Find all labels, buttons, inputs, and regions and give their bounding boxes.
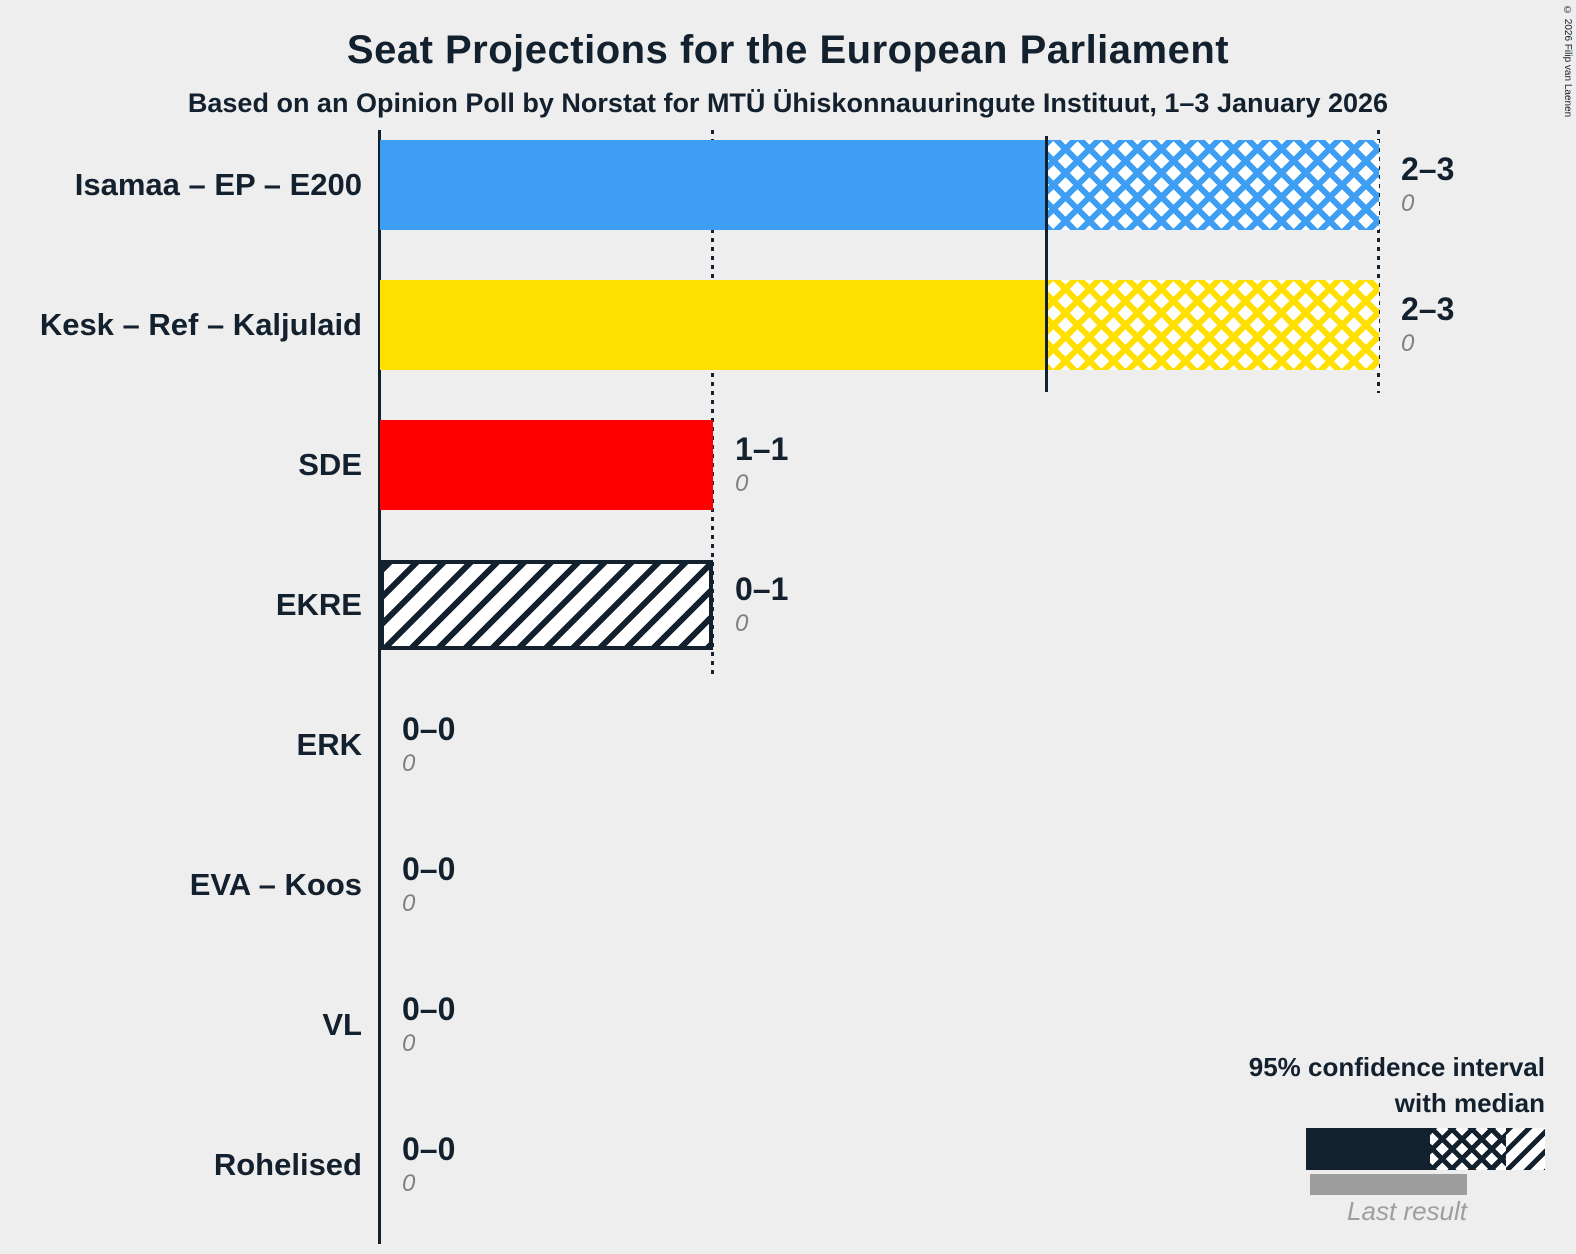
seat-range-group: 2–3 0: [1401, 280, 1454, 370]
seat-range-value: 0–0: [402, 710, 456, 747]
y-axis-line: [378, 130, 381, 1244]
seat-range-group: 2–3 0: [1401, 140, 1454, 230]
party-label: Isamaa – EP – E200: [74, 167, 362, 202]
seat-range-value: 0–0: [402, 990, 456, 1027]
gridline-1-seat: [711, 130, 714, 676]
seat-range-value: 1–1: [735, 430, 789, 467]
legend-solid-segment: [1306, 1128, 1430, 1170]
party-label: SDE: [298, 447, 362, 482]
ci-solid-segment: [380, 280, 1046, 370]
party-label: VL: [322, 1007, 362, 1042]
seat-range-group: 0–1 0: [735, 560, 788, 650]
confidence-interval-bar: [380, 560, 713, 650]
legend-last-result-bar: [1310, 1174, 1467, 1195]
seat-range-value: 0–0: [402, 850, 456, 887]
copyright-text: © 2026 Filip van Laenen: [1562, 5, 1573, 118]
chart-subtitle: Based on an Opinion Poll by Norstat for …: [187, 88, 1389, 118]
legend-title-line1: 95% confidence interval: [1248, 1052, 1545, 1082]
seat-range-group: 0–0 0: [402, 700, 455, 790]
seat-range-value: 2–3: [1401, 150, 1455, 187]
ci-diagonal-hatch-segment: [380, 560, 713, 650]
last-result-value: 0: [1401, 329, 1415, 357]
gridline-3-seats: [1377, 130, 1380, 393]
seat-range-value: 0–0: [402, 1130, 456, 1167]
seat-range-group: 0–0 0: [402, 980, 455, 1070]
seat-range-group: 1–1 0: [735, 420, 788, 510]
legend-title-line2: with median: [1394, 1087, 1545, 1118]
ci-solid-segment: [380, 420, 713, 510]
last-result-value: 0: [1401, 189, 1415, 217]
last-result-value: 0: [402, 749, 416, 777]
seat-range-value: 2–3: [1401, 290, 1455, 327]
party-label: EVA – Koos: [189, 867, 362, 902]
party-label: Rohelised: [213, 1147, 362, 1182]
ci-crosshatch-segment: [1046, 280, 1379, 370]
party-label: ERK: [296, 727, 362, 762]
seat-range-value: 0–1: [735, 570, 789, 607]
confidence-interval-bar: [380, 280, 1379, 370]
last-result-value: 0: [402, 1029, 416, 1057]
seat-range-group: 0–0 0: [402, 840, 455, 930]
ci-crosshatch-segment: [1046, 140, 1379, 230]
seat-range-group: 0–0 0: [402, 1120, 455, 1210]
legend-title: 95% confidence interval with median: [900, 1050, 1545, 1122]
confidence-interval-bar: [380, 140, 1379, 230]
legend-ci-sample-bar: [1306, 1128, 1545, 1170]
median-line-2-seats: [1045, 136, 1048, 392]
last-result-value: 0: [402, 1169, 416, 1197]
last-result-value: 0: [735, 469, 749, 497]
last-result-value: 0: [735, 609, 749, 637]
legend-diagonal-segment: [1506, 1128, 1545, 1170]
ci-solid-segment: [380, 140, 1046, 230]
legend-last-result-label: Last result: [1347, 1196, 1467, 1226]
party-label: EKRE: [275, 587, 362, 622]
party-label: Kesk – Ref – Kaljulaid: [39, 307, 362, 342]
chart-title: Seat Projections for the European Parlia…: [346, 28, 1230, 72]
last-result-value: 0: [402, 889, 416, 917]
legend-crosshatch-segment: [1430, 1128, 1506, 1170]
confidence-interval-bar: [380, 420, 713, 510]
